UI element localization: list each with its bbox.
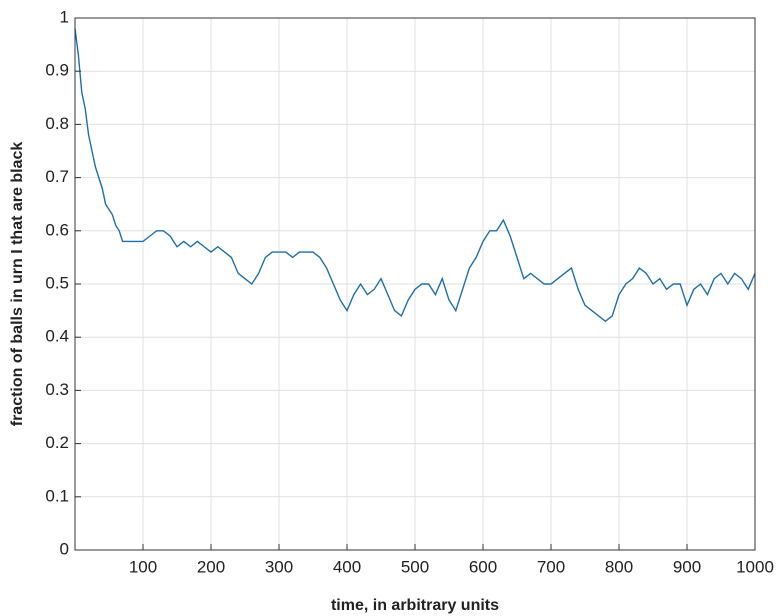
y-tick-label: 0.8 [45, 114, 69, 133]
x-tick-label: 700 [537, 557, 565, 576]
x-tick-label: 100 [129, 557, 157, 576]
y-tick-label: 0.3 [45, 380, 69, 399]
y-tick-label: 0 [60, 539, 69, 558]
y-tick-label: 0.4 [45, 327, 69, 346]
y-tick-label: 0.6 [45, 220, 69, 239]
x-tick-label: 300 [265, 557, 293, 576]
x-axis-label: time, in arbitrary units [331, 597, 499, 614]
x-tick-label: 400 [333, 557, 361, 576]
y-tick-label: 1 [60, 7, 69, 26]
x-tick-label: 1000 [736, 557, 774, 576]
data-line [74, 28, 756, 323]
x-tick-label: 900 [673, 557, 701, 576]
x-tick-label: 800 [605, 557, 633, 576]
y-axis-label: fraction of balls in urn I that are blac… [9, 142, 26, 427]
y-tick-label: 0.1 [45, 486, 69, 505]
data-lines [74, 28, 756, 323]
x-tick-label: 600 [469, 557, 497, 576]
x-tick-label: 200 [197, 557, 225, 576]
y-tick-label: 0.9 [45, 61, 69, 80]
y-tick-label: 0.7 [45, 167, 69, 186]
y-tick-label: 0.2 [45, 433, 69, 452]
x-tick-label: 500 [401, 557, 429, 576]
y-tick-label: 0.5 [45, 273, 69, 292]
